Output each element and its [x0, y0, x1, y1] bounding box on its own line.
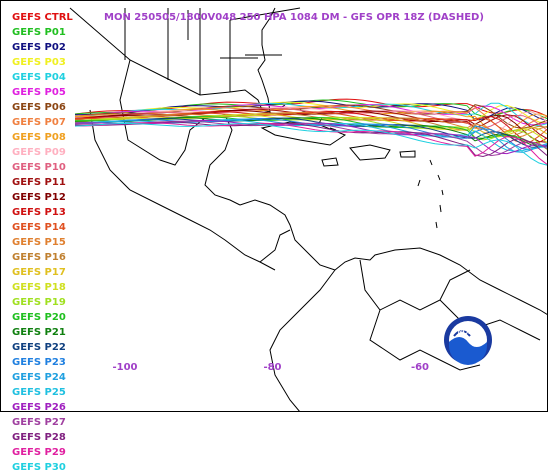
contour-line: [75, 122, 548, 165]
longitude-label: -60: [411, 362, 429, 373]
south-america: [269, 247, 548, 412]
contour-line: [74, 117, 548, 148]
legend-entry: GEFS P12: [12, 192, 66, 203]
longitude-label: -80: [263, 362, 281, 373]
noaa-logo-text: NOAA: [458, 329, 479, 336]
us-gulf-coast: [69, 7, 276, 113]
legend-entry: GEFS P27: [12, 417, 66, 428]
legend-entry: GEFS P14: [12, 222, 66, 233]
contour-line: [74, 111, 548, 144]
legend-entry: GEFS CTRL: [12, 12, 73, 23]
cuba: [260, 121, 347, 146]
legend-entry: GEFS P17: [12, 267, 66, 278]
contour-line: [74, 123, 548, 166]
lesser-antilles: [417, 159, 444, 229]
legend-entry: GEFS P09: [12, 147, 66, 158]
legend-entry: GEFS P03: [12, 57, 66, 68]
legend-entry: GEFS P23: [12, 357, 66, 368]
legend-entry: GEFS P13: [12, 207, 66, 218]
ensemble-contours: [74, 98, 548, 166]
hispaniola: [349, 144, 391, 161]
legend-entry: GEFS P28: [12, 432, 66, 443]
noaa-logo: NOAA: [444, 316, 492, 365]
legend-entry: GEFS P08: [12, 132, 66, 143]
legend-entry: GEFS P22: [12, 342, 66, 353]
legend-entry: GEFS P07: [12, 117, 66, 128]
legend-entry: GEFS P30: [12, 462, 66, 473]
jamaica: [321, 157, 339, 167]
legend-entry: GEFS P19: [12, 297, 66, 308]
map-canvas: -100 -80 -60 NOAA: [0, 0, 548, 412]
legend-entry: GEFS P24: [12, 372, 66, 383]
longitude-labels: -100 -80 -60: [112, 362, 429, 373]
legend-entry: GEFS P05: [12, 87, 66, 98]
legend-entry: GEFS P01: [12, 27, 66, 38]
longitude-label: -100: [112, 362, 137, 373]
legend-entry: GEFS P15: [12, 237, 66, 248]
legend-entry: GEFS P16: [12, 252, 66, 263]
ensemble-legend: GEFS CTRL GEFS P01 GEFS P02 GEFS P03 GEFS P0…: [12, 10, 73, 475]
contour-line: [74, 121, 548, 158]
legend-entry: GEFS P02: [12, 42, 66, 53]
legend-entry: GEFS P29: [12, 447, 66, 458]
legend-entry: GEFS P06: [12, 102, 66, 113]
legend-entry: GEFS P20: [12, 312, 66, 323]
legend-entry: GEFS P25: [12, 387, 66, 398]
legend-entry: GEFS P18: [12, 282, 66, 293]
legend-entry: GEFS P21: [12, 327, 66, 338]
legend-entry: GEFS P10: [12, 162, 66, 173]
central-america: [239, 199, 336, 271]
state-borders: [124, 7, 301, 95]
legend-entry: GEFS P11: [12, 177, 66, 188]
map-title: MON 250505/1800V048 250 HPA 1084 DM - GF…: [104, 12, 484, 23]
legend-entry: GEFS P04: [12, 72, 66, 83]
puerto-rico: [399, 150, 416, 158]
legend-entry: GEFS P26: [12, 402, 66, 413]
